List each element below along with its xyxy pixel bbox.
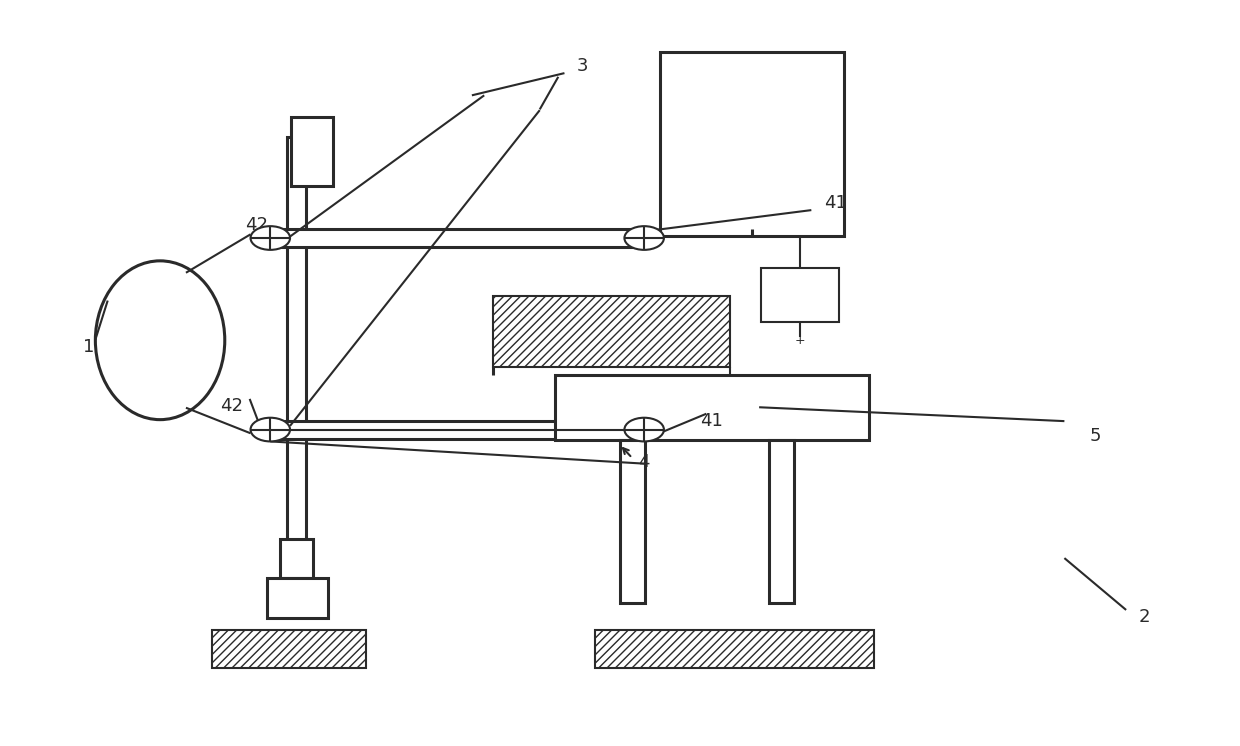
Ellipse shape: [95, 261, 224, 420]
Bar: [620, 439, 645, 604]
Bar: [761, 268, 839, 322]
Bar: [286, 137, 306, 578]
Bar: [291, 117, 334, 186]
Text: 3: 3: [577, 57, 588, 75]
Text: 42: 42: [221, 398, 243, 416]
Bar: [267, 229, 647, 247]
Text: 1: 1: [83, 338, 94, 356]
Circle shape: [250, 226, 290, 250]
Bar: [660, 52, 844, 236]
Bar: [769, 439, 794, 604]
Circle shape: [625, 418, 663, 442]
Circle shape: [625, 226, 663, 250]
Text: 4: 4: [639, 453, 650, 471]
Bar: [279, 539, 314, 578]
Text: 41: 41: [701, 412, 723, 430]
Text: +: +: [795, 334, 806, 348]
Circle shape: [250, 418, 290, 442]
Text: 42: 42: [246, 216, 268, 234]
Bar: [492, 295, 729, 367]
Text: 2: 2: [1138, 608, 1149, 627]
Bar: [595, 630, 874, 668]
Bar: [267, 578, 329, 618]
Bar: [267, 421, 647, 439]
Bar: [212, 630, 366, 668]
Text: 5: 5: [1089, 427, 1101, 445]
Bar: [556, 375, 869, 439]
Text: 41: 41: [823, 194, 847, 212]
